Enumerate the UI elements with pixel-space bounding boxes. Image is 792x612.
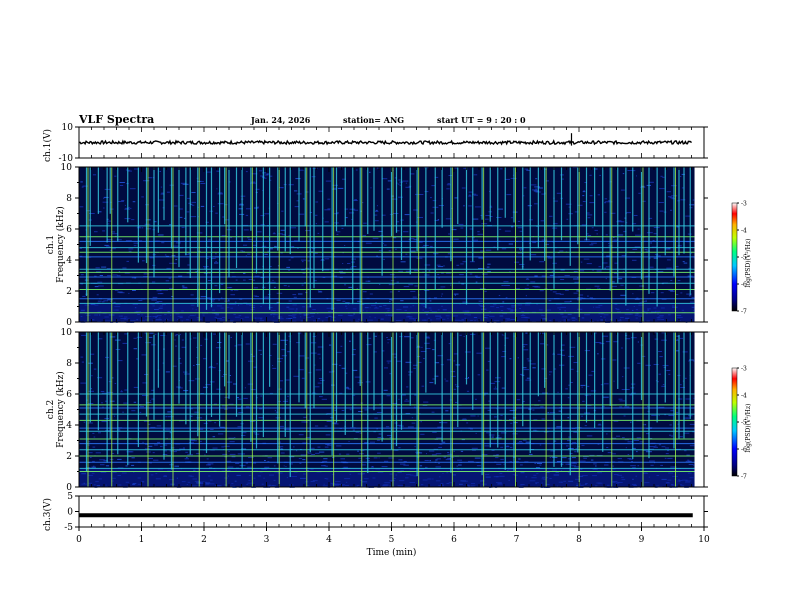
ch2-spectrogram-colorbar-label: log(PSD)(V²/Hz) — [745, 404, 752, 453]
ch1-spectrogram-colorbar-tick-label: -3 — [741, 201, 747, 208]
ch1-waveform-line — [78, 139, 692, 146]
ch1-spectrogram-ytick-label: 8 — [66, 194, 72, 204]
ch1-spectrogram-colorbar-label: log(PSD)(V²/Hz) — [745, 239, 752, 288]
ch2-spectrogram-colorbar-tick-label: -5 — [741, 420, 747, 427]
ch1-spectrogram-blank-strip — [694, 167, 704, 322]
ch1-spectrogram-ytick-label: 0 — [66, 318, 72, 328]
ch2-spectrogram-ytick-label: 6 — [66, 390, 72, 400]
ch1-spectrogram-ytick-label: 10 — [61, 163, 73, 173]
ch2-spectrogram-colorbar — [731, 367, 738, 477]
start-time-label: start UT = 9 : 20 : 0 — [437, 115, 526, 125]
xaxis-tick-label: 7 — [514, 535, 520, 545]
ch2-spectrogram-colorbar-tick-label: -7 — [741, 474, 747, 481]
ch3-waveform-ytick-label: 5 — [67, 492, 73, 502]
ch2-spectrogram-colorbar-tick-label: -6 — [741, 447, 747, 454]
xaxis-tick-label: 10 — [698, 535, 710, 545]
ch1-waveform-ytick-label: -10 — [59, 154, 74, 164]
ch1-spectrogram-colorbar-tick-label: -5 — [741, 255, 747, 262]
ch2-spectrogram-ytick-label: 8 — [66, 359, 72, 369]
ch2-spectrogram-colorbar-tick-label: -3 — [741, 366, 747, 373]
ch3-waveform-ytick-label: -5 — [64, 523, 73, 533]
xaxis-label: Time (min) — [367, 547, 417, 558]
xaxis-tick-label: 1 — [139, 535, 145, 545]
ch1-waveform-ylabel: ch.1(V) — [42, 129, 53, 162]
ch2-spectrogram-low-band — [79, 468, 695, 487]
ch1-spectrogram-colorbar-tick-label: -4 — [741, 228, 747, 235]
xaxis-tick-label: 8 — [576, 535, 582, 545]
ch1-waveform-ytick-label: 10 — [62, 123, 74, 133]
chart-title: VLF Spectra — [79, 113, 155, 126]
xaxis-tick-label: 9 — [639, 535, 645, 545]
ch3-waveform-ylabel: ch.3(V) — [42, 498, 53, 531]
ch2-spectrogram-ytick-label: 2 — [66, 452, 72, 462]
ch2-spectrogram-ytick-label: 4 — [66, 421, 72, 431]
ch1-spectrogram-colorbar-tick-label: -7 — [741, 309, 747, 316]
ch1-spectrogram-ytick-label: 6 — [66, 225, 72, 235]
ch1-spectrogram-ytick-label: 2 — [66, 287, 72, 297]
ch1-spectrogram-colorbar-tick-label: -6 — [741, 282, 747, 289]
ch2-spectrogram-colorbar-tick-label: -4 — [741, 393, 747, 400]
ch2-spectrogram-ytick-label: 10 — [61, 328, 73, 338]
ch1-spectrogram-colorbar — [731, 202, 738, 312]
xaxis-tick-label: 5 — [389, 535, 395, 545]
xaxis-tick-label: 2 — [201, 535, 207, 545]
ch2-spectrogram-blank-strip — [694, 332, 704, 487]
date-label: Jan. 24, 2026 — [251, 115, 311, 125]
ch2-spectrogram-ytick-label: 0 — [66, 483, 72, 493]
xaxis-tick-label: 0 — [76, 535, 82, 545]
ch3-waveform-ytick-label: 0 — [67, 508, 73, 518]
ch2-spectrogram-ylabel: ch.2Frequency (kHz) — [46, 371, 66, 448]
xaxis-tick-label: 3 — [264, 535, 270, 545]
xaxis-tick-label: 6 — [451, 535, 457, 545]
xaxis-tick-label: 4 — [326, 535, 332, 545]
ch1-spectrogram-ylabel: ch.1Frequency (kHz) — [46, 206, 66, 283]
station-label: station= ANG — [343, 115, 405, 125]
ch1-spectrogram-ytick-label: 4 — [66, 256, 72, 266]
